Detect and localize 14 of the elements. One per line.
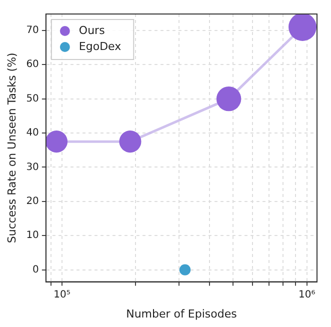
- y-tick-label: 20: [26, 196, 39, 208]
- y-tick-label: 30: [26, 162, 39, 173]
- x-tick-label: 10⁵: [54, 289, 70, 300]
- legend-label: EgoDex: [78, 40, 122, 53]
- y-tick-label: 40: [26, 128, 39, 139]
- y-tick-label: 0: [32, 264, 39, 276]
- y-tick-label: 50: [26, 93, 39, 104]
- y-tick-label: 10: [26, 230, 39, 242]
- x-axis-title: Number of Episodes: [126, 307, 238, 320]
- y-axis-title: Success Rate on Unseen Tasks (%): [5, 52, 18, 244]
- x-tick-label: 10⁶: [298, 289, 316, 300]
- y-tick-label: 70: [26, 25, 39, 36]
- y-tick-label: 60: [26, 59, 39, 70]
- legend-label: Ours: [78, 24, 106, 37]
